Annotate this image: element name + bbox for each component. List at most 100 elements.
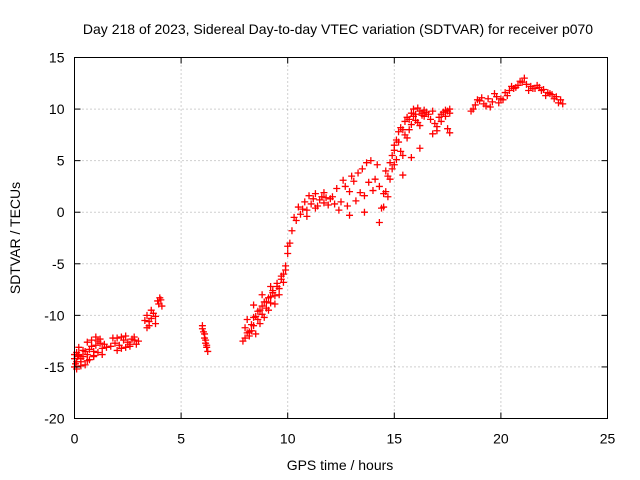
data-point bbox=[111, 339, 119, 347]
data-point bbox=[282, 266, 290, 274]
data-point bbox=[488, 98, 496, 106]
data-point bbox=[83, 338, 91, 346]
data-point bbox=[559, 100, 567, 108]
data-point bbox=[429, 130, 437, 138]
data-point bbox=[98, 344, 106, 352]
y-tick-label: -20 bbox=[44, 411, 64, 427]
data-point bbox=[81, 361, 89, 369]
data-point bbox=[390, 161, 398, 169]
data-point bbox=[369, 187, 377, 195]
data-point bbox=[309, 195, 317, 203]
data-point bbox=[271, 292, 279, 300]
data-point bbox=[469, 105, 477, 113]
y-tick-label: -10 bbox=[44, 307, 64, 323]
data-point bbox=[388, 165, 396, 173]
data-point bbox=[96, 335, 104, 343]
data-point bbox=[258, 310, 266, 318]
data-point bbox=[446, 109, 454, 117]
data-point bbox=[275, 285, 283, 293]
data-point bbox=[252, 330, 260, 338]
data-point bbox=[243, 315, 251, 323]
data-point bbox=[301, 198, 309, 206]
data-point bbox=[380, 203, 388, 211]
data-point bbox=[365, 178, 373, 186]
y-tick-label: -5 bbox=[52, 256, 65, 272]
data-point bbox=[109, 334, 117, 342]
data-point bbox=[401, 117, 409, 125]
data-point bbox=[145, 318, 153, 326]
chart-title: Day 218 of 2023, Sidereal Day-to-day VTE… bbox=[83, 21, 593, 37]
data-point bbox=[395, 138, 403, 146]
data-point bbox=[256, 306, 264, 314]
data-point bbox=[554, 99, 562, 107]
data-point bbox=[286, 239, 294, 247]
data-point bbox=[343, 202, 351, 210]
data-point bbox=[277, 272, 285, 280]
y-tick-label: 5 bbox=[57, 153, 65, 169]
data-point bbox=[203, 341, 211, 349]
data-point bbox=[296, 210, 304, 218]
data-point bbox=[354, 169, 362, 177]
data-point bbox=[122, 343, 130, 351]
data-point bbox=[130, 336, 138, 344]
data-point bbox=[397, 147, 405, 155]
data-point bbox=[88, 336, 96, 344]
data-point bbox=[352, 197, 360, 205]
data-point bbox=[122, 332, 130, 340]
data-point bbox=[405, 115, 413, 123]
data-point bbox=[92, 341, 100, 349]
data-point bbox=[241, 324, 249, 332]
data-point bbox=[267, 299, 275, 307]
data-point bbox=[75, 352, 83, 360]
data-point bbox=[152, 312, 160, 320]
data-point bbox=[337, 198, 345, 206]
y-tick-label: -15 bbox=[44, 359, 64, 375]
data-point bbox=[331, 200, 339, 208]
data-point bbox=[98, 351, 106, 359]
data-point bbox=[491, 90, 498, 98]
data-point bbox=[508, 82, 516, 90]
data-point bbox=[346, 211, 354, 219]
x-tick-label: 15 bbox=[387, 431, 403, 447]
data-point bbox=[386, 175, 394, 183]
data-point bbox=[303, 212, 311, 220]
data-point bbox=[143, 311, 151, 319]
data-point bbox=[243, 329, 251, 337]
data-point bbox=[311, 190, 319, 198]
data-point bbox=[152, 320, 160, 328]
data-point bbox=[446, 129, 454, 137]
data-point bbox=[258, 302, 266, 310]
data-point bbox=[520, 74, 528, 82]
data-point bbox=[157, 296, 165, 304]
y-tick-label: 10 bbox=[49, 101, 65, 117]
data-point bbox=[533, 81, 541, 89]
data-point bbox=[358, 165, 366, 173]
data-point bbox=[399, 171, 407, 179]
data-point bbox=[441, 112, 449, 120]
data-point bbox=[375, 182, 383, 190]
data-point bbox=[371, 175, 379, 183]
data-point bbox=[386, 159, 394, 167]
data-point bbox=[437, 117, 445, 125]
data-point bbox=[292, 216, 300, 224]
data-point bbox=[260, 298, 268, 306]
data-point bbox=[484, 95, 492, 103]
data-point bbox=[284, 249, 292, 257]
data-point bbox=[117, 333, 125, 341]
data-point bbox=[388, 151, 396, 159]
data-point bbox=[339, 176, 347, 184]
data-point bbox=[79, 353, 87, 361]
data-point bbox=[373, 161, 381, 169]
data-point bbox=[341, 182, 349, 190]
data-point bbox=[271, 300, 279, 308]
data-point bbox=[367, 157, 375, 165]
data-point bbox=[201, 330, 209, 338]
data-point bbox=[267, 282, 275, 290]
data-point bbox=[75, 343, 83, 351]
data-point bbox=[382, 167, 390, 175]
data-point bbox=[550, 95, 558, 103]
data-point bbox=[141, 317, 149, 325]
data-point bbox=[198, 325, 206, 333]
data-markers bbox=[71, 74, 567, 373]
